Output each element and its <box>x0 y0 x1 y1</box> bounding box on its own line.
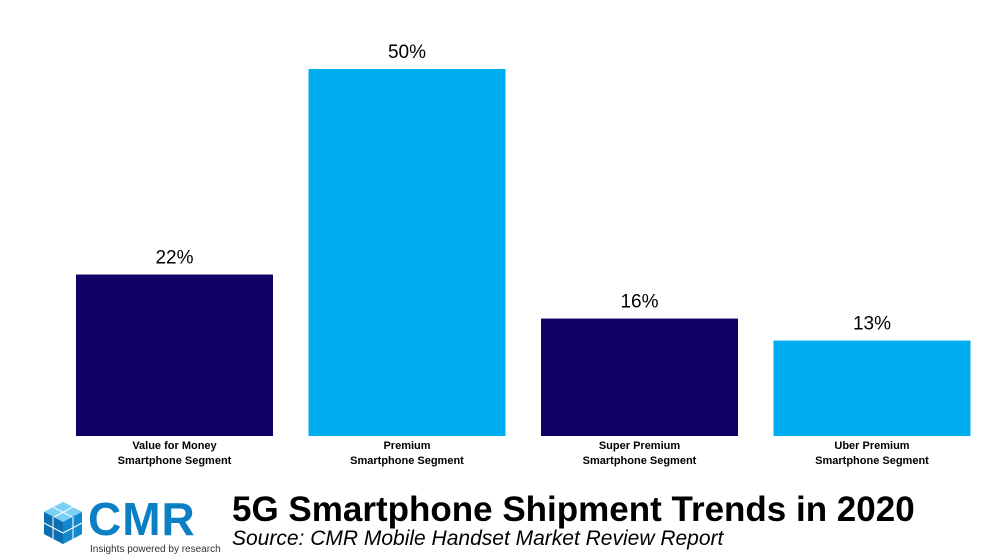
footer: CMR Insights powered by research 5G Smar… <box>0 490 992 558</box>
bar-1 <box>76 274 273 436</box>
data-label-2: 50% <box>388 42 426 63</box>
category-label-3: Super Premium Smartphone Segment <box>583 440 697 467</box>
category-label-1: Value for Money Smartphone Segment <box>118 440 232 467</box>
chart-subtitle: Source: CMR Mobile Handset Market Review… <box>232 527 724 550</box>
logo-tagline: Insights powered by research <box>90 544 221 555</box>
bar-chart: 22% Value for Money Smartphone Segment 50% P… <box>76 42 971 467</box>
chart-title: 5G Smartphone Shipment Trends in 2020 <box>232 490 915 529</box>
bar-4 <box>773 340 971 436</box>
cube-cluster-icon <box>43 502 83 544</box>
bar-3 <box>541 318 738 436</box>
bar-2 <box>308 69 506 436</box>
category-label-4: Uber Premium Smartphone Segment <box>815 440 929 467</box>
cmr-logo: CMR Insights powered by research <box>40 494 225 558</box>
data-label-1: 22% <box>155 248 193 269</box>
category-label-2: Premium Smartphone Segment <box>350 440 464 467</box>
data-label-4: 13% <box>853 314 891 335</box>
data-label-3: 16% <box>620 292 658 313</box>
logo-text: CMR <box>88 493 196 545</box>
